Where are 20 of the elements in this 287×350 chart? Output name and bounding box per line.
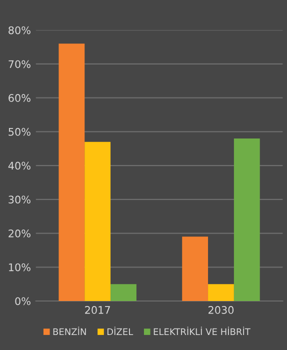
bar	[208, 284, 234, 301]
legend-label: BENZİN	[53, 326, 86, 335]
y-tick-label: 10%	[9, 263, 30, 272]
bar	[182, 236, 208, 301]
legend-label: DİZEL	[107, 326, 134, 335]
y-tick-label: 70%	[8, 60, 30, 68]
y-tick-label: 30%	[8, 196, 30, 204]
y-tick-label: 60%	[8, 94, 30, 102]
x-tick-label: 2017	[85, 306, 110, 314]
y-tick-label: 20%	[8, 230, 30, 238]
y-tick-label: 80%	[8, 26, 30, 34]
y-tick-label: 50%	[8, 128, 30, 136]
bar	[84, 142, 111, 301]
legend-label: ELEKTRİKLİ VE HİBRİT	[154, 326, 250, 335]
bar	[234, 138, 260, 301]
y-tick-label: 40%	[8, 162, 30, 170]
bar	[58, 44, 85, 301]
bar	[110, 284, 136, 301]
x-tick-label: 2030	[208, 306, 234, 314]
y-tick-label: 0%	[15, 297, 30, 306]
